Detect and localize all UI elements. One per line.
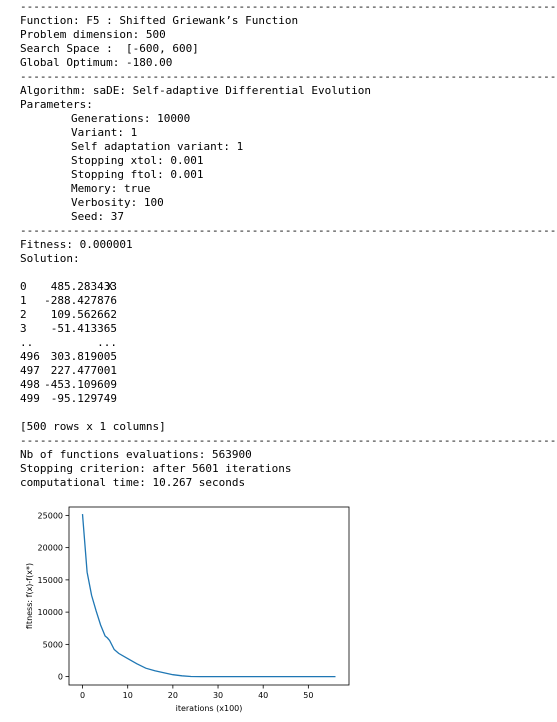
separator-line: ----------------------------------------… — [20, 70, 557, 83]
fitness-chart: 0 10 20 30 40 50 0 5000 10000 15000 20000 25000 iter… — [18, 497, 358, 717]
table-row: 497 227.477001 — [20, 364, 117, 378]
table-row: 3 -51.413365 — [20, 322, 117, 336]
row-index: 496 — [20, 350, 40, 363]
y-tick-label: 0 — [58, 673, 63, 682]
row-index: .. — [20, 336, 34, 349]
table-header-row: X — [20, 266, 117, 293]
row-value: -95.129749 — [50, 392, 117, 405]
row-value: 303.819005 — [50, 350, 117, 363]
x-tick-label: 0 — [80, 691, 85, 700]
table-row: 1 -288.427876 — [20, 294, 117, 308]
row-value: 109.562662 — [50, 308, 117, 321]
evaluations-line: Nb of functions evaluations: 563900 — [20, 448, 252, 461]
table-row: 498 -453.109609 — [20, 378, 117, 392]
function-line: Function: F5 : Shifted Griewank’s Functi… — [20, 14, 299, 27]
row-index: 499 — [20, 392, 40, 405]
algorithm-line: Algorithm: saDE: Self-adaptive Different… — [20, 84, 371, 97]
y-tick-label: 10000 — [38, 608, 63, 617]
stopping-line: Stopping criterion: after 5601 iteration… — [20, 462, 292, 475]
param-memory: Memory: true — [71, 182, 151, 195]
x-tick-label: 30 — [213, 691, 223, 700]
fitness-chart-svg: 0 10 20 30 40 50 0 5000 10000 15000 20000 25000 iter… — [25, 506, 350, 713]
x-tick-label: 40 — [258, 691, 268, 700]
table-row: 0 485.283433 — [20, 280, 117, 294]
table-row: 496 303.819005 — [20, 350, 117, 364]
param-self-adaptation: Self adaptation variant: 1 — [71, 140, 244, 153]
row-value: -453.109609 — [44, 378, 117, 391]
row-value: 227.477001 — [50, 364, 117, 377]
row-value: ... — [97, 336, 117, 349]
column-header: X — [106, 280, 113, 293]
y-tick-label: 15000 — [38, 576, 63, 585]
row-index: 3 — [20, 322, 27, 335]
dimension-line: Problem dimension: 500 — [20, 28, 166, 41]
shape-line: [500 rows x 1 columns] — [20, 420, 166, 433]
console-output: ----------------------------------------… — [20, 0, 557, 490]
parameters-label: Parameters: — [20, 98, 93, 111]
plot-frame — [68, 506, 350, 686]
table-row: ..... — [20, 336, 117, 350]
time-line: computational time: 10.267 seconds — [20, 476, 246, 489]
x-tick-label: 20 — [168, 691, 178, 700]
row-index: 497 — [20, 364, 40, 377]
row-value: 485.283433 — [50, 280, 117, 293]
solution-label: Solution: — [20, 252, 80, 265]
x-tick-label: 10 — [123, 691, 133, 700]
row-value: -51.413365 — [50, 322, 117, 335]
row-index: 0 — [20, 280, 27, 293]
param-verbosity: Verbosity: 100 — [71, 196, 164, 209]
row-index: 1 — [20, 294, 27, 307]
separator-line: ----------------------------------------… — [20, 0, 557, 13]
fitness-series-line — [81, 514, 336, 678]
search-space-line: Search Space : [-600, 600] — [20, 42, 199, 55]
separator-line: ----------------------------------------… — [20, 224, 557, 237]
x-tick-label: 50 — [303, 691, 313, 700]
param-generations: Generations: 10000 — [71, 112, 191, 125]
solution-table: X 0 485.283433 1 -288.427876 2 109.562662 3… — [20, 266, 117, 406]
param-xtol: Stopping xtol: 0.001 — [71, 154, 204, 167]
table-row: 499 -95.129749 — [20, 392, 117, 406]
separator-line: ----------------------------------------… — [20, 434, 557, 447]
param-seed: Seed: 37 — [71, 210, 124, 223]
y-tick-label: 5000 — [43, 640, 63, 649]
x-axis-label: iterations (x100) — [176, 704, 243, 713]
row-index: 2 — [20, 308, 27, 321]
param-ftol: Stopping ftol: 0.001 — [71, 168, 204, 181]
y-axis-label: fitness: f(x)-f(x*) — [25, 563, 34, 629]
global-optimum-line: Global Optimum: -180.00 — [20, 56, 173, 69]
y-tick-label: 20000 — [38, 544, 63, 553]
param-variant: Variant: 1 — [71, 126, 138, 139]
row-index: 498 — [20, 378, 40, 391]
fitness-line: Fitness: 0.000001 — [20, 238, 133, 251]
row-value: -288.427876 — [44, 294, 117, 307]
y-tick-label: 25000 — [38, 511, 63, 520]
table-row: 2 109.562662 — [20, 308, 117, 322]
